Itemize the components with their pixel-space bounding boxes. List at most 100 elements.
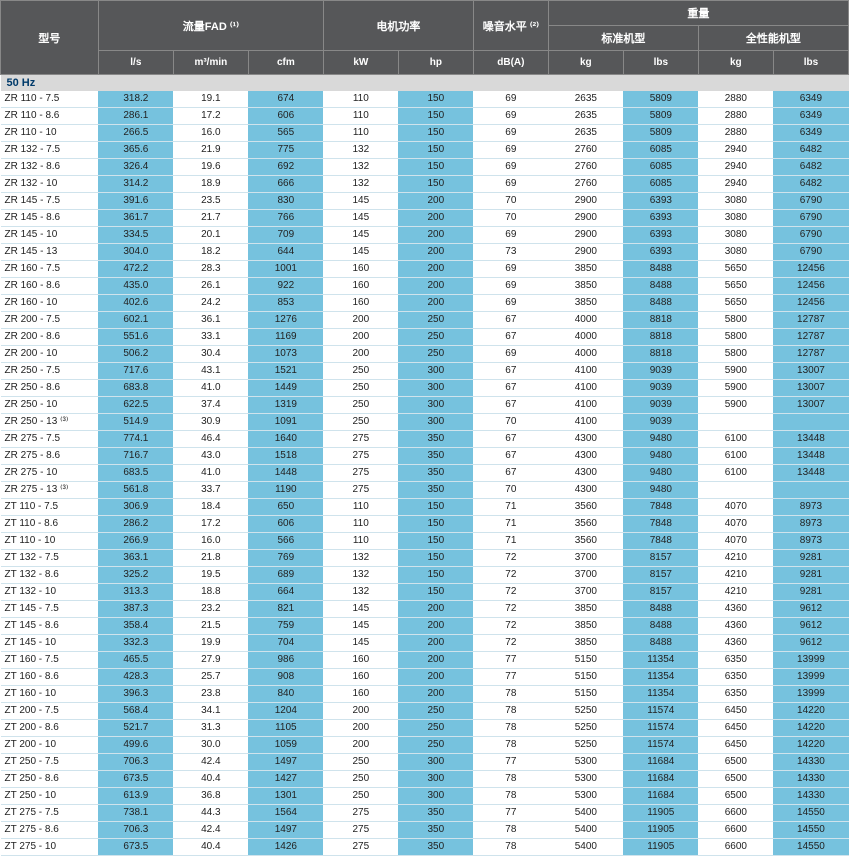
value-cell: 145 (323, 244, 398, 261)
value-cell: 6100 (698, 465, 773, 482)
value-cell: 2900 (548, 193, 623, 210)
value-cell: 250 (323, 380, 398, 397)
value-cell: 37.4 (173, 397, 248, 414)
value-cell: 4300 (548, 431, 623, 448)
value-cell: 738.1 (98, 805, 173, 822)
model-cell: ZR 200 - 7.5 (1, 312, 99, 329)
value-cell: 4000 (548, 346, 623, 363)
value-cell: 69 (473, 227, 548, 244)
value-cell: 110 (323, 108, 398, 125)
value-cell: 13999 (773, 669, 848, 686)
model-cell: ZT 200 - 10 (1, 737, 99, 754)
value-cell: 42.4 (173, 754, 248, 771)
value-cell: 358.4 (98, 618, 173, 635)
value-cell: 361.7 (98, 210, 173, 227)
value-cell: 42.4 (173, 822, 248, 839)
value-cell: 21.8 (173, 550, 248, 567)
model-cell: ZT 275 - 7.5 (1, 805, 99, 822)
value-cell: 840 (248, 686, 323, 703)
value-cell: 150 (398, 499, 473, 516)
value-cell: 7848 (623, 499, 698, 516)
value-cell: 71 (473, 499, 548, 516)
value-cell: 250 (398, 329, 473, 346)
value-cell: 72 (473, 584, 548, 601)
value-cell: 1497 (248, 754, 323, 771)
value-cell: 250 (398, 703, 473, 720)
value-cell: 18.4 (173, 499, 248, 516)
section-label: 50 Hz (1, 75, 849, 92)
value-cell: 435.0 (98, 278, 173, 295)
value-cell: 551.6 (98, 329, 173, 346)
model-cell: ZR 145 - 8.6 (1, 210, 99, 227)
table-row: ZT 160 - 8.6428.325.79081602007751501135… (1, 669, 849, 686)
value-cell: 9612 (773, 601, 848, 618)
value-cell: 4210 (698, 567, 773, 584)
model-cell: ZR 110 - 8.6 (1, 108, 99, 125)
value-cell: 145 (323, 193, 398, 210)
value-cell: 67 (473, 363, 548, 380)
value-cell: 9039 (623, 397, 698, 414)
value-cell: 150 (398, 550, 473, 567)
value-cell: 566 (248, 533, 323, 550)
value-cell: 2880 (698, 108, 773, 125)
value-cell: 23.8 (173, 686, 248, 703)
value-cell: 2900 (548, 244, 623, 261)
value-cell: 673.5 (98, 771, 173, 788)
value-cell: 1059 (248, 737, 323, 754)
value-cell: 622.5 (98, 397, 173, 414)
u-kg1: kg (548, 51, 623, 75)
table-row: ZT 250 - 8.6673.540.41427250300785300116… (1, 771, 849, 788)
value-cell (698, 414, 773, 431)
value-cell: 300 (398, 363, 473, 380)
table-row: ZT 275 - 7.5738.144.31564275350775400119… (1, 805, 849, 822)
value-cell: 521.7 (98, 720, 173, 737)
value-cell: 69 (473, 278, 548, 295)
model-cell: ZT 110 - 10 (1, 533, 99, 550)
h-std: 标准机型 (548, 26, 698, 51)
value-cell: 13448 (773, 465, 848, 482)
value-cell: 4210 (698, 584, 773, 601)
model-cell: ZR 132 - 7.5 (1, 142, 99, 159)
value-cell: 3850 (548, 278, 623, 295)
value-cell: 363.1 (98, 550, 173, 567)
model-cell: ZT 160 - 10 (1, 686, 99, 703)
value-cell: 1521 (248, 363, 323, 380)
table-row: ZR 275 - 10683.541.014482753506743009480… (1, 465, 849, 482)
value-cell: 3850 (548, 601, 623, 618)
value-cell: 160 (323, 261, 398, 278)
value-cell: 150 (398, 567, 473, 584)
model-cell: ZT 275 - 8.6 (1, 822, 99, 839)
value-cell: 70 (473, 414, 548, 431)
value-cell: 14330 (773, 771, 848, 788)
section-row: 50 Hz (1, 75, 849, 92)
value-cell: 6500 (698, 788, 773, 805)
value-cell: 150 (398, 533, 473, 550)
value-cell: 465.5 (98, 652, 173, 669)
value-cell: 1497 (248, 822, 323, 839)
value-cell: 19.1 (173, 91, 248, 108)
value-cell: 3560 (548, 516, 623, 533)
value-cell: 986 (248, 652, 323, 669)
value-cell: 6600 (698, 839, 773, 856)
value-cell: 8818 (623, 346, 698, 363)
model-cell: ZT 132 - 8.6 (1, 567, 99, 584)
table-row: ZT 200 - 7.5568.434.11204200250785250115… (1, 703, 849, 720)
value-cell: 266.5 (98, 125, 173, 142)
value-cell: 6482 (773, 159, 848, 176)
value-cell: 12456 (773, 295, 848, 312)
value-cell: 9480 (623, 482, 698, 499)
table-row: ZR 110 - 10266.516.056511015069263558092… (1, 125, 849, 142)
value-cell: 325.2 (98, 567, 173, 584)
value-cell: 67 (473, 329, 548, 346)
value-cell: 43.0 (173, 448, 248, 465)
value-cell: 4100 (548, 380, 623, 397)
value-cell: 4100 (548, 397, 623, 414)
value-cell: 8818 (623, 312, 698, 329)
value-cell: 69 (473, 295, 548, 312)
h-fad: 流量FAD ⁽¹⁾ (98, 1, 323, 51)
value-cell: 6790 (773, 244, 848, 261)
value-cell: 683.5 (98, 465, 173, 482)
value-cell: 350 (398, 839, 473, 856)
value-cell: 4070 (698, 533, 773, 550)
value-cell: 300 (398, 771, 473, 788)
